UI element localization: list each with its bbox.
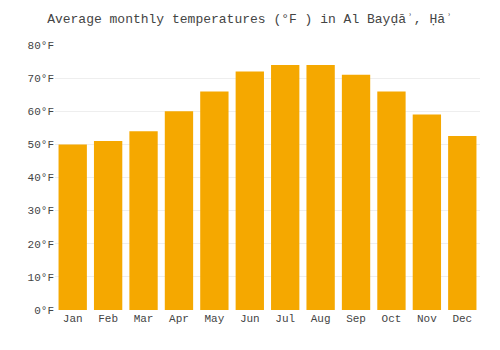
svg-text:40°F: 40°F: [28, 172, 54, 184]
svg-text:Sep: Sep: [346, 313, 366, 325]
svg-text:70°F: 70°F: [28, 73, 54, 85]
svg-text:Average monthly temperatures (: Average monthly temperatures (°F ) in Al…: [47, 12, 453, 27]
svg-text:Jun: Jun: [240, 313, 260, 325]
svg-text:10°F: 10°F: [28, 272, 54, 284]
svg-text:Jul: Jul: [275, 313, 295, 325]
svg-text:Nov: Nov: [417, 313, 437, 325]
svg-text:20°F: 20°F: [28, 239, 54, 251]
svg-text:May: May: [204, 313, 224, 325]
svg-text:0°F: 0°F: [34, 305, 54, 317]
svg-text:80°F: 80°F: [28, 40, 54, 52]
svg-text:Jan: Jan: [63, 313, 83, 325]
svg-text:Aug: Aug: [311, 313, 331, 325]
svg-text:Oct: Oct: [382, 313, 402, 325]
svg-text:Dec: Dec: [452, 313, 472, 325]
svg-text:Feb: Feb: [98, 313, 118, 325]
svg-text:50°F: 50°F: [28, 139, 54, 151]
svg-text:30°F: 30°F: [28, 205, 54, 217]
svg-text:Apr: Apr: [169, 313, 189, 325]
svg-text:60°F: 60°F: [28, 106, 54, 118]
svg-text:Mar: Mar: [134, 313, 154, 325]
